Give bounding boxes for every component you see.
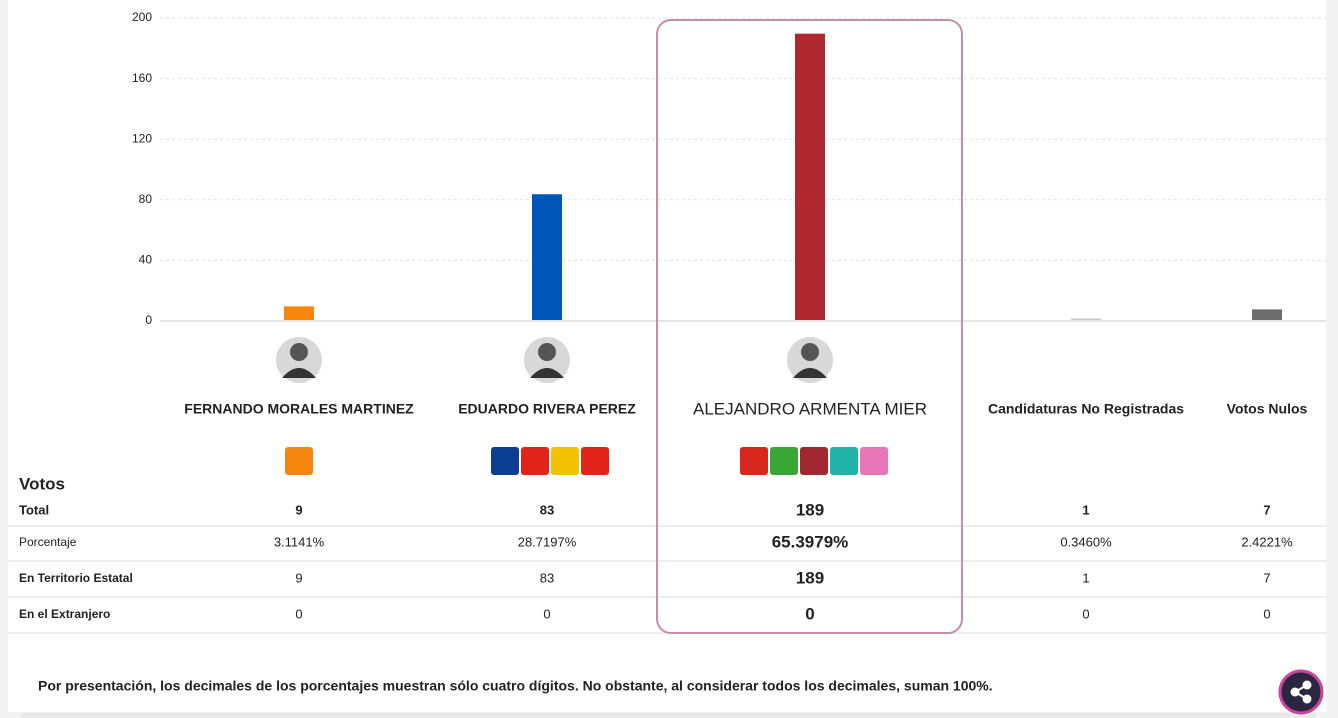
party-logo [491,447,519,475]
highlight-box [656,19,963,634]
party-logo [740,447,768,475]
table-cell: 189 [796,568,824,587]
candidate-name: ALEJANDRO ARMENTA MIER [693,399,927,418]
table-cell: 3.1141% [274,534,325,549]
row-label: Porcentaje [19,535,77,549]
total-cell: 9 [295,502,302,517]
total-cell: 189 [796,500,824,519]
photo-body [530,368,564,378]
candidate-name: Votos Nulos [1227,401,1308,417]
table-cell: 0 [1263,606,1270,621]
total-cell: 83 [540,502,554,517]
bar [1252,309,1282,320]
party-logo [581,447,609,475]
row-label: Total [19,502,49,517]
y-tick-label: 0 [145,313,152,327]
party-logo [830,447,858,475]
photo-head [801,343,819,361]
y-tick-label: 80 [139,192,153,206]
candidate-name: Candidaturas No Registradas [988,401,1184,417]
table-cell: 7 [1263,570,1270,585]
row-label: En el Extranjero [19,607,110,621]
row-label: En Territorio Estatal [19,571,133,585]
party-logo [800,447,828,475]
footnote: Por presentación, los decimales de los p… [38,678,993,694]
share-icon [1290,680,1312,704]
bar [532,194,562,320]
next-panel [22,713,1316,718]
candidate-name: FERNANDO MORALES MARTINEZ [184,401,414,417]
panel [8,0,1326,712]
total-cell: 7 [1263,502,1270,517]
bar [1071,318,1101,320]
table-cell: 9 [295,570,302,585]
table-cell: 0 [295,606,302,621]
candidate-name: EDUARDO RIVERA PEREZ [458,401,636,417]
party-logo [860,447,888,475]
bar [284,306,314,320]
table-cell: 0 [543,606,550,621]
y-tick-label: 120 [132,131,152,145]
table-cell: 83 [540,570,554,585]
party-logo [285,447,313,475]
party-logo [521,447,549,475]
photo-head [538,343,556,361]
table-cell: 28.7197% [518,534,577,549]
y-tick-label: 200 [132,10,152,24]
table-cell: 0.3460% [1060,534,1112,549]
table-cell: 2.4221% [1241,534,1293,549]
photo-head [290,343,308,361]
share-circle[interactable] [1278,669,1324,715]
total-cell: 1 [1082,502,1089,517]
y-tick-label: 160 [132,71,152,85]
photo-body [793,368,827,378]
table-cell: 0 [805,604,814,623]
party-logo [551,447,579,475]
bar [795,33,825,320]
table-cell: 1 [1082,570,1089,585]
y-tick-label: 40 [139,253,153,267]
photo-body [282,368,316,378]
table-cell: 0 [1082,606,1089,621]
share-button[interactable] [1278,669,1324,715]
party-logo [770,447,798,475]
table-heading: Votos [19,474,65,493]
table-cell: 65.3979% [772,532,849,551]
